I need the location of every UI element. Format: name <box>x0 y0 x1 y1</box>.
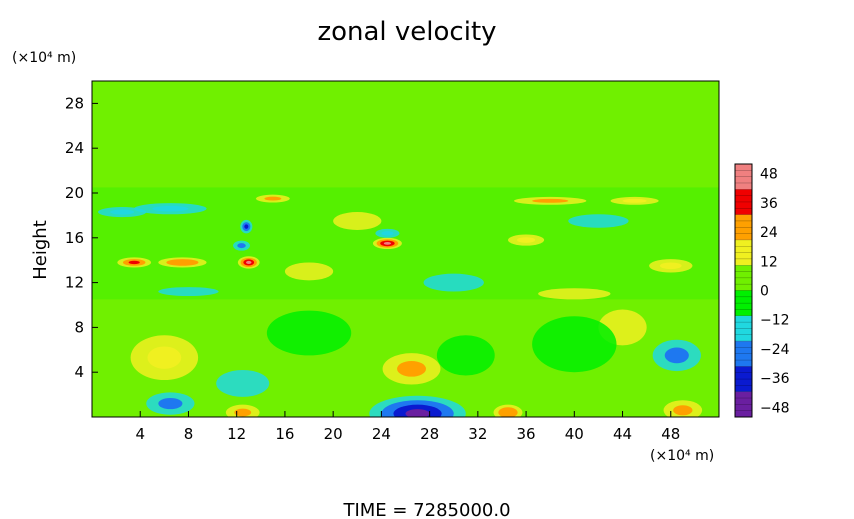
x-tick-label: 36 <box>517 425 536 443</box>
chart-title: zonal velocity <box>317 17 496 47</box>
colorbar-frame <box>734 163 753 418</box>
heatmap-feature <box>158 257 207 268</box>
colorbar-label: −48 <box>760 400 790 416</box>
heatmap-feature <box>333 212 382 230</box>
colorbar-label: 24 <box>760 225 778 241</box>
colorbar-label: −36 <box>760 371 790 387</box>
y-tick-label: 12 <box>65 274 84 292</box>
x-tick-label: 24 <box>372 425 391 443</box>
heatmap-feature <box>237 256 260 269</box>
heatmap-feature <box>146 392 195 415</box>
colorbar-label: 12 <box>760 254 778 270</box>
plot-frame <box>91 80 720 418</box>
x-tick-label: 48 <box>661 425 680 443</box>
heatmap-feature <box>134 203 207 215</box>
heatmap-feature <box>369 395 466 417</box>
x-tick-label: 12 <box>227 425 246 443</box>
colorbar: −48 −36 −24 −12 0 12 24 36 48 <box>734 163 790 418</box>
heatmap-feature <box>266 310 352 356</box>
y-tick-label: 24 <box>65 139 84 157</box>
y-axis-label: Height <box>30 220 51 280</box>
heatmap-feature <box>514 196 587 205</box>
heatmap-feature <box>225 404 260 417</box>
heatmap-feature <box>382 353 441 385</box>
x-tick-label: 44 <box>613 425 632 443</box>
heatmap-feature <box>216 369 270 397</box>
heatmap-feature <box>652 339 701 372</box>
colorbar-label: 0 <box>760 284 769 300</box>
heatmap-feature <box>663 400 703 417</box>
heatmap-feature <box>255 194 290 203</box>
heatmap-feature <box>284 262 334 281</box>
heatmap-feature <box>240 219 253 234</box>
heatmap-feature <box>98 207 147 218</box>
heatmap-feature <box>130 335 199 381</box>
heatmap-feature <box>532 316 617 373</box>
y-unit-label: (×10⁴ m) <box>12 50 76 66</box>
heatmap-feature <box>507 234 545 246</box>
y-tick-label: 28 <box>65 94 84 112</box>
x-tick-label: 32 <box>468 425 487 443</box>
heatmap-feature <box>158 287 219 297</box>
x-tick-label: 4 <box>135 425 145 443</box>
heatmap-feature <box>375 228 400 238</box>
heatmap-feature <box>117 257 152 268</box>
heatmap-feature <box>493 404 523 417</box>
heatmap-feature <box>233 240 250 251</box>
colorbar-label: −24 <box>760 342 790 358</box>
heatmap-feature <box>610 196 659 205</box>
colorbar-label: 48 <box>760 167 778 183</box>
y-tick-label: 16 <box>65 229 84 247</box>
heatmap-feature <box>568 214 629 228</box>
y-axis: 4 8 12 16 20 24 28 <box>65 94 98 381</box>
x-tick-label: 8 <box>184 425 194 443</box>
x-tick-label: 20 <box>324 425 343 443</box>
heatmap-feature <box>436 335 495 376</box>
x-tick-label: 28 <box>420 425 439 443</box>
heatmap-feature <box>372 237 402 249</box>
heatmap-feature <box>423 273 484 292</box>
colorbar-label: 36 <box>760 196 778 212</box>
colorbar-label: −12 <box>760 313 790 329</box>
x-axis: 4 8 12 16 20 24 28 32 36 40 44 48 <box>135 411 680 443</box>
y-tick-label: 4 <box>74 363 84 381</box>
y-tick-label: 8 <box>74 318 84 336</box>
heatmap-feature <box>538 288 611 300</box>
heatmap-field <box>92 81 719 417</box>
x-tick-label: 40 <box>565 425 584 443</box>
x-tick-label: 16 <box>275 425 294 443</box>
x-unit-label: (×10⁴ m) <box>650 448 714 464</box>
heatmap-feature <box>649 259 693 273</box>
time-label: TIME = 7285000.0 <box>342 500 510 519</box>
y-tick-label: 20 <box>65 184 84 202</box>
